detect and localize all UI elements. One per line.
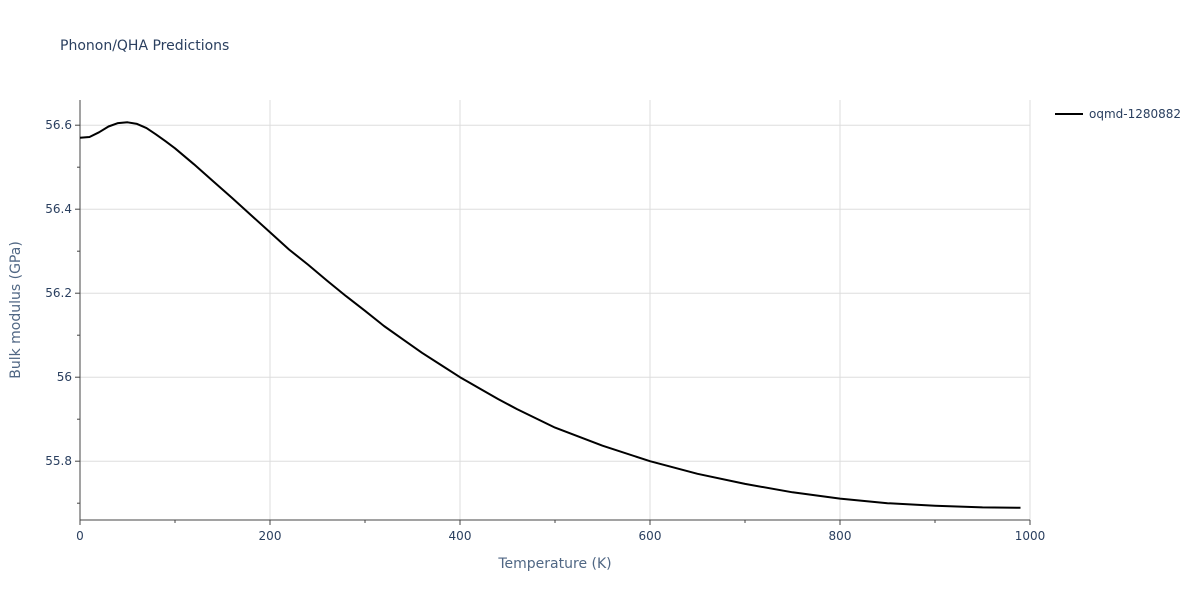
y-tick-label: 56.4 [45,202,72,216]
x-tick-label: 400 [449,529,472,543]
series-line [79,121,1021,509]
x-tick-label: 600 [639,529,662,543]
legend-label: oqmd-1280882 [1089,107,1181,121]
x-tick-label: 800 [829,529,852,543]
legend[interactable]: oqmd-1280882 [1055,107,1181,121]
chart-title: Phonon/QHA Predictions [60,38,229,54]
grid-lines [80,100,1031,520]
x-tick-label: 1000 [1015,529,1046,543]
y-tick-label: 56 [57,370,72,384]
y-tick-label: 56.6 [45,118,72,132]
y-axis-ticks: 55.8 56 56.2 56.4 56.6 [45,118,80,504]
y-tick-label: 56.2 [45,286,72,300]
x-tick-label: 0 [76,529,84,543]
y-tick-label: 55.8 [45,454,72,468]
plot-area [79,121,1021,509]
x-axis-ticks: 0 200 400 600 800 1000 [76,520,1045,543]
axes [79,100,1030,521]
x-axis-title: Temperature (K) [497,556,611,572]
y-axis-title: Bulk modulus (GPa) [8,241,24,379]
x-tick-label: 200 [259,529,282,543]
